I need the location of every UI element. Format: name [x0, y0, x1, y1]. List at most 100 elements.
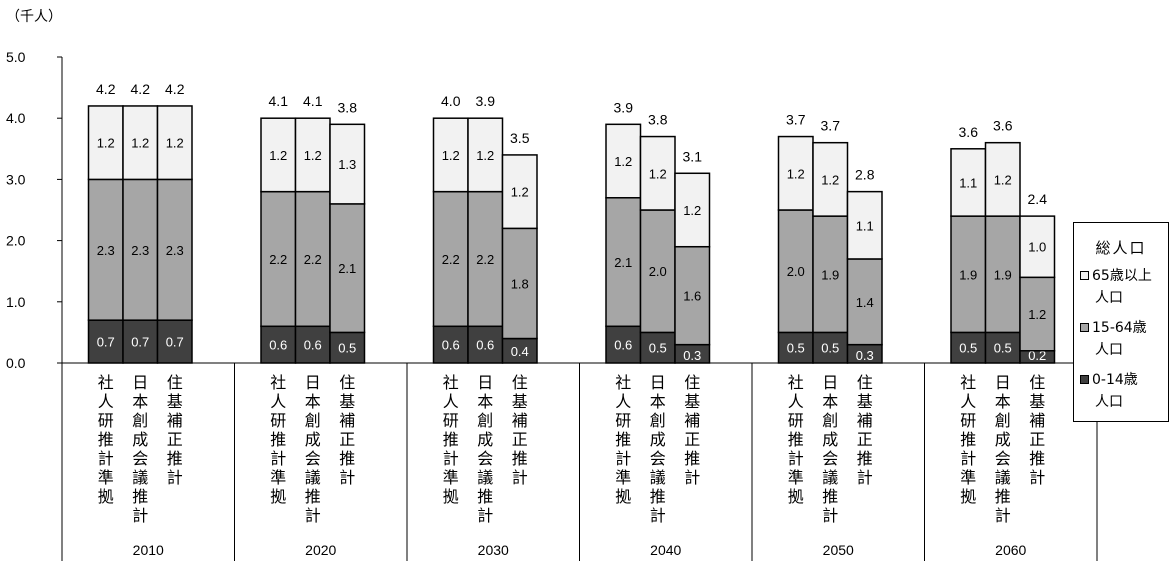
legend-label-65plus-line2: 人口	[1095, 290, 1123, 306]
x-method-label-char: 社	[98, 373, 114, 392]
x-method-label-char: 社	[960, 373, 976, 392]
total-label: 4.2	[131, 81, 151, 97]
total-label: 3.7	[786, 112, 806, 128]
bar-segment	[467, 325, 504, 364]
x-method-label-char: 準	[615, 468, 631, 487]
x-method-label-char: 日	[132, 373, 148, 392]
data-label: 0.5	[649, 341, 667, 356]
x-method-label-char: 計	[1029, 468, 1045, 487]
bar-segment	[122, 319, 159, 364]
x-method-label-char: 計	[995, 506, 1011, 525]
legend-swatch-0-14	[1080, 375, 1089, 384]
x-method-label-char: 会	[132, 449, 148, 468]
x-method-label-char: 補	[339, 411, 355, 430]
x-method-label-char: 計	[305, 506, 321, 525]
data-label: 1.4	[856, 295, 874, 310]
x-method-label-char: 推	[1029, 449, 1045, 468]
x-method-label-char: 住	[339, 373, 355, 392]
legend-label-0-14-line2: 人口	[1095, 394, 1123, 410]
data-label: 1.2	[511, 185, 529, 200]
x-group-label: 2030	[478, 542, 509, 558]
data-label: 2.2	[269, 252, 287, 267]
data-label: 1.2	[269, 148, 287, 163]
x-method-label-char: 拠	[443, 487, 459, 506]
data-label: 2.0	[649, 264, 667, 279]
bar-segment	[156, 105, 193, 181]
x-method-label-char: 創	[650, 411, 666, 430]
x-method-label-char: 研	[270, 411, 286, 430]
bar-segment	[329, 331, 366, 364]
data-label: 1.2	[994, 172, 1012, 187]
bar-segment	[501, 337, 538, 364]
x-method-label-char: 推	[615, 430, 631, 449]
bar-segment	[87, 319, 124, 364]
x-method-label-char: 基	[857, 392, 873, 411]
x-method-label-char: 研	[443, 411, 459, 430]
x-method-label-char: 研	[960, 411, 976, 430]
x-method-label-char: 基	[512, 392, 528, 411]
data-label: 1.2	[442, 148, 460, 163]
x-method-label-char: 拠	[960, 487, 976, 506]
total-label: 3.7	[821, 118, 841, 134]
x-method-label-char: 推	[98, 430, 114, 449]
x-method-label-char: 研	[98, 411, 114, 430]
data-label: 1.8	[511, 276, 529, 291]
bar-segment	[639, 135, 676, 211]
data-label: 1.2	[1028, 307, 1046, 322]
bar-segment	[329, 123, 366, 205]
x-method-label-char: 議	[822, 468, 838, 487]
x-method-label-char: 日	[822, 373, 838, 392]
legend-item-65plus: 65歳以上 人口	[1080, 265, 1166, 309]
data-label: 1.2	[683, 203, 701, 218]
x-method-label-char: 正	[339, 430, 355, 449]
legend-swatch-65plus	[1080, 271, 1089, 280]
legend-item-15-64: 15-64歳 人口	[1080, 317, 1166, 361]
bar-segment	[950, 215, 987, 334]
data-label: 2.0	[787, 264, 805, 279]
bar-segment	[329, 203, 366, 334]
legend-label-15-64-line1: 15-64歳	[1092, 320, 1147, 336]
x-method-label-char: 成	[132, 430, 148, 449]
x-method-label-char: 推	[512, 449, 528, 468]
data-label: 0.3	[683, 348, 701, 363]
data-label: 0.5	[959, 341, 977, 356]
y-axis-unit-label: （千人）	[6, 9, 62, 25]
data-label: 1.2	[614, 154, 632, 169]
bar-segment	[432, 325, 469, 364]
y-tick-label: 4.0	[6, 110, 26, 126]
data-label: 1.2	[166, 136, 184, 151]
x-method-label-char: 基	[1029, 392, 1045, 411]
x-method-label-char: 住	[684, 373, 700, 392]
x-method-label-char: 補	[1029, 411, 1045, 430]
data-label: 1.3	[338, 157, 356, 172]
x-method-label-char: 本	[305, 392, 321, 411]
total-label: 4.0	[441, 93, 461, 109]
data-label: 0.6	[614, 338, 632, 353]
data-label: 0.6	[442, 338, 460, 353]
x-method-label-char: 計	[960, 449, 976, 468]
x-method-label-char: 計	[270, 449, 286, 468]
total-label: 3.6	[993, 118, 1013, 134]
x-method-label-char: 正	[1029, 430, 1045, 449]
x-method-label-char: 計	[167, 468, 183, 487]
x-method-label-char: 人	[270, 392, 286, 411]
data-label: 0.3	[856, 348, 874, 363]
y-tick-label: 0.0	[6, 355, 26, 371]
data-label: 1.9	[959, 267, 977, 282]
x-group-label: 2020	[305, 542, 336, 558]
data-label: 1.1	[856, 218, 874, 233]
x-method-label-char: 本	[132, 392, 148, 411]
data-label: 0.5	[821, 341, 839, 356]
x-method-label-char: 社	[615, 373, 631, 392]
x-method-label-char: 本	[995, 392, 1011, 411]
bar-segment	[156, 319, 193, 364]
x-method-label-char: 住	[857, 373, 873, 392]
x-method-label-char: 本	[477, 392, 493, 411]
x-method-label-char: 会	[650, 449, 666, 468]
x-group-label: 2060	[995, 542, 1026, 558]
x-method-label-char: 計	[339, 468, 355, 487]
bar-segment	[1019, 276, 1056, 352]
bar-segment	[260, 190, 297, 328]
total-label: 3.9	[476, 93, 496, 109]
x-method-label-char: 補	[857, 411, 873, 430]
